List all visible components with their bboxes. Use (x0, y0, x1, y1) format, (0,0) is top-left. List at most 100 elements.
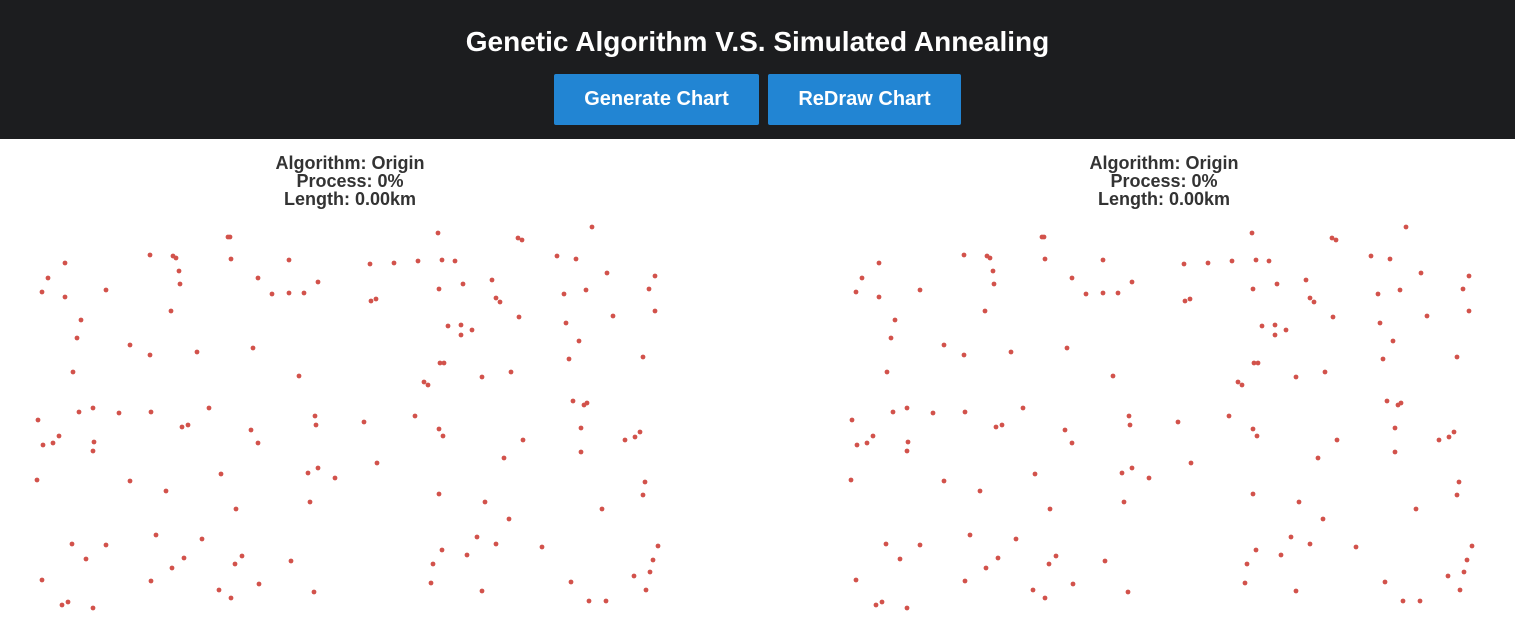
city-point (90, 405, 96, 411)
city-point (1069, 440, 1075, 446)
city-point (62, 294, 68, 300)
city-point (301, 290, 307, 296)
city-point (497, 299, 503, 305)
city-point (589, 224, 595, 230)
city-point (1274, 281, 1280, 287)
process-label: Process: 0% (1110, 171, 1218, 191)
city-point (1042, 595, 1048, 601)
city-point (1053, 553, 1059, 559)
city-point (367, 261, 373, 267)
city-point (1181, 261, 1187, 267)
city-point (990, 268, 996, 274)
city-point (1436, 437, 1442, 443)
algorithm-label: Algorithm: Origin (1089, 153, 1239, 173)
city-point (1272, 322, 1278, 328)
city-point (460, 281, 466, 287)
city-point (576, 338, 582, 344)
city-point (652, 273, 658, 279)
city-point (233, 506, 239, 512)
city-point (1417, 598, 1423, 604)
city-point (1375, 291, 1381, 297)
city-point (1121, 499, 1127, 505)
city-point (930, 410, 936, 416)
page-title: Genetic Algorithm V.S. Simulated Anneali… (465, 26, 1050, 57)
city-point (1239, 382, 1245, 388)
scatter-plot-left (34, 224, 661, 611)
city-point (876, 260, 882, 266)
city-point (391, 260, 397, 266)
city-point (91, 439, 97, 445)
city-point (436, 286, 442, 292)
city-point (1445, 573, 1451, 579)
city-point (888, 335, 894, 341)
city-point (59, 602, 65, 608)
city-point (1100, 257, 1106, 263)
city-point (520, 437, 526, 443)
city-point (469, 327, 475, 333)
city-point (967, 532, 973, 538)
city-point (441, 360, 447, 366)
city-point (439, 547, 445, 553)
city-point (430, 561, 436, 567)
city-point (995, 555, 1001, 561)
city-point (70, 369, 76, 375)
city-point (883, 541, 889, 547)
city-point (1083, 291, 1089, 297)
generate-chart-button[interactable]: Generate Chart (554, 74, 759, 125)
city-point (1187, 296, 1193, 302)
city-point (83, 556, 89, 562)
city-point (255, 440, 261, 446)
city-point (962, 409, 968, 415)
city-point (232, 561, 238, 567)
city-point (1303, 277, 1309, 283)
city-point (479, 588, 485, 594)
city-point (256, 581, 262, 587)
city-point (642, 479, 648, 485)
city-point (563, 320, 569, 326)
city-point (185, 422, 191, 428)
city-point (1259, 323, 1265, 329)
scatter-plot-right (848, 224, 1475, 611)
city-point (977, 488, 983, 494)
city-point (1030, 587, 1036, 593)
city-point (570, 398, 576, 404)
chart-panel-right: Algorithm: Origin Process: 0% Length: 0.… (814, 139, 1514, 638)
city-point (34, 477, 40, 483)
city-point (586, 598, 592, 604)
city-point (1146, 475, 1152, 481)
city-point (1020, 405, 1026, 411)
city-point (74, 335, 80, 341)
city-point (1333, 237, 1339, 243)
city-point (584, 400, 590, 406)
city-point (435, 230, 441, 236)
city-point (1461, 569, 1467, 575)
city-point (425, 382, 431, 388)
city-point (332, 475, 338, 481)
city-point (313, 422, 319, 428)
city-point (508, 369, 514, 375)
city-point (643, 587, 649, 593)
city-point (1064, 345, 1070, 351)
city-point (849, 417, 855, 423)
city-point (516, 314, 522, 320)
city-point (501, 455, 507, 461)
city-point (1102, 558, 1108, 564)
city-point (1368, 253, 1374, 259)
city-point (374, 460, 380, 466)
city-point (437, 360, 443, 366)
city-point (179, 424, 185, 430)
city-point (452, 258, 458, 264)
city-point (993, 424, 999, 430)
city-point (646, 286, 652, 292)
redraw-chart-button[interactable]: ReDraw Chart (768, 74, 961, 125)
city-point (228, 595, 234, 601)
city-point (561, 291, 567, 297)
city-point (169, 565, 175, 571)
city-point (250, 345, 256, 351)
city-point (1100, 290, 1106, 296)
city-point (647, 569, 653, 575)
city-point (1251, 360, 1257, 366)
city-point (248, 427, 254, 433)
city-point (311, 589, 317, 595)
city-point (439, 257, 445, 263)
